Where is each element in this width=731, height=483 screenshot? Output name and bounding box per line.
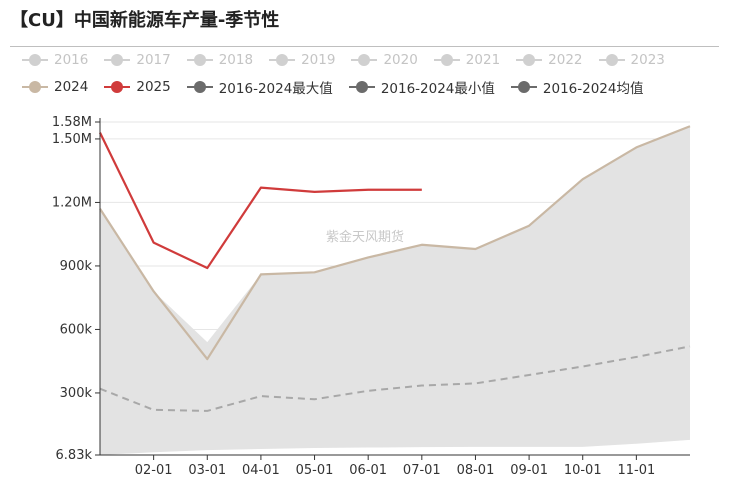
legend-marker-icon xyxy=(104,54,131,66)
legend-label: 2020 xyxy=(383,52,418,68)
legend-marker-icon xyxy=(598,54,625,66)
legend-item-2019[interactable]: 2019 xyxy=(269,52,335,68)
y-tick-label: 1.58M xyxy=(52,115,92,130)
legend-label: 2025 xyxy=(136,79,171,95)
legend-item-2016-2024均值[interactable]: 2016-2024均值 xyxy=(510,77,644,97)
legend-marker-icon xyxy=(186,54,213,66)
x-tick-label: 06-01 xyxy=(349,463,387,478)
legend-label: 2016-2024均值 xyxy=(542,81,644,97)
legend-label: 2024 xyxy=(54,79,89,95)
legend-marker-icon xyxy=(186,81,213,93)
legend-item-2022[interactable]: 2022 xyxy=(516,52,583,68)
y-tick-label: 1.20M xyxy=(52,195,92,210)
y-tick-label: 300k xyxy=(60,386,93,401)
legend-label: 2019 xyxy=(301,52,336,68)
legend-marker-icon xyxy=(22,54,48,66)
legend-item-2021[interactable]: 2021 xyxy=(433,52,501,68)
legend-row-2: 2024 2025 2016-2024最大值 2016-2024最小值 2016-202… xyxy=(22,77,660,97)
legend-marker-icon xyxy=(104,81,131,93)
legend-item-2016-2024最小值[interactable]: 2016-2024最小值 xyxy=(348,77,495,97)
watermark-text: 紫金天风期货 xyxy=(326,229,404,245)
legend-label: 2023 xyxy=(630,52,665,68)
legend-marker-icon xyxy=(433,54,460,66)
legend-item-2024[interactable]: 2024 xyxy=(22,79,88,95)
y-tick-label: 900k xyxy=(60,259,93,274)
chart-title: 【CU】中国新能源车产量-季节性 xyxy=(10,10,280,31)
series-line-2016-2024均值 xyxy=(99,345,691,412)
x-tick-label: 08-01 xyxy=(457,463,495,478)
x-tick-label: 07-01 xyxy=(403,463,441,478)
x-tick-label: 10-01 xyxy=(564,463,602,478)
legend-marker-icon xyxy=(348,81,375,93)
x-tick-label: 09-01 xyxy=(510,463,548,478)
legend-label: 2018 xyxy=(218,52,254,68)
legend-label: 2022 xyxy=(548,52,583,68)
legend-marker-icon xyxy=(516,54,543,66)
legend-item-2017[interactable]: 2017 xyxy=(104,52,171,68)
legend-label: 2017 xyxy=(136,52,171,68)
legend-label: 2016-2024最小值 xyxy=(380,81,495,97)
legend-item-2020[interactable]: 2020 xyxy=(351,52,418,68)
legend-label: 2016-2024最大值 xyxy=(218,81,333,97)
legend-marker-icon xyxy=(269,54,296,66)
legend-item-2025[interactable]: 2025 xyxy=(104,79,171,95)
legend-item-2023[interactable]: 2023 xyxy=(598,52,665,68)
legend-item-2018[interactable]: 2018 xyxy=(186,52,254,68)
y-tick-label: 1.50M xyxy=(52,132,92,147)
legend-label: 2016 xyxy=(54,52,89,68)
title-divider xyxy=(10,46,719,47)
x-tick-label: 11-01 xyxy=(617,463,655,478)
legend-item-2016-2024最大值[interactable]: 2016-2024最大值 xyxy=(186,77,333,97)
legend-row-1: 2016 2017 2018 2019 2020 2021 2022 2023 xyxy=(22,50,681,70)
series-line-2024 xyxy=(99,125,691,361)
x-tick-label: 02-01 xyxy=(135,463,173,478)
legend-marker-icon xyxy=(22,81,48,93)
y-tick-label: 600k xyxy=(60,322,93,337)
x-tick-label: 05-01 xyxy=(296,463,334,478)
series-line-2025 xyxy=(99,132,422,270)
legend-marker-icon xyxy=(351,54,378,66)
x-tick-label: 03-01 xyxy=(188,463,226,478)
legend-marker-icon xyxy=(510,81,537,93)
legend-label: 2021 xyxy=(465,52,501,68)
x-tick-label: 04-01 xyxy=(242,463,280,478)
range-area xyxy=(100,126,690,455)
legend-item-2016[interactable]: 2016 xyxy=(22,52,88,68)
y-tick-label: 6.83k xyxy=(56,448,93,463)
